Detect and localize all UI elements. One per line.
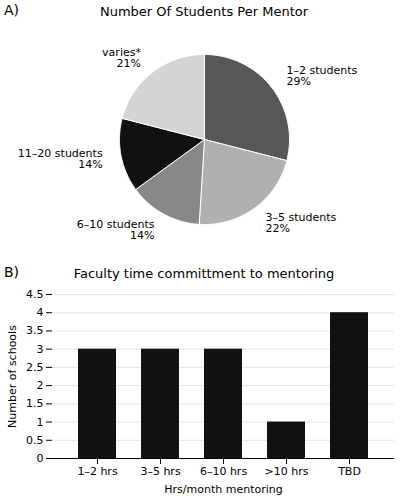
- svg-text:0: 0: [37, 452, 44, 465]
- html-text:A): A): [4, 2, 19, 18]
- svg-text:>10 hrs: >10 hrs: [265, 465, 309, 478]
- svg-text:3: 3: [37, 343, 44, 356]
- html-text:B): B): [4, 264, 20, 280]
- svg-text:6–10 hrs: 6–10 hrs: [200, 465, 247, 478]
- svg-text:3–5 hrs: 3–5 hrs: [140, 465, 180, 478]
- svg-text:varies*21%: varies*21%: [102, 46, 141, 70]
- svg-text:1: 1: [37, 416, 44, 429]
- svg-text:Hrs/month mentoring: Hrs/month mentoring: [164, 483, 282, 496]
- svg-text:4.5: 4.5: [26, 288, 44, 301]
- svg-text:6–10 students14%: 6–10 students14%: [77, 218, 155, 242]
- svg-text:2.5: 2.5: [26, 361, 44, 374]
- svg-text:TBD: TBD: [337, 465, 361, 478]
- html-text:Number Of Students Per Mentor: Number Of Students Per Mentor: [100, 4, 308, 19]
- svg-text:Number of schools: Number of schools: [6, 325, 19, 428]
- svg-text:0.5: 0.5: [26, 434, 44, 447]
- svg-text:1–2 hrs: 1–2 hrs: [77, 465, 117, 478]
- svg-text:11–20 students14%: 11–20 students14%: [18, 147, 103, 171]
- svg-text:3.5: 3.5: [26, 324, 44, 337]
- svg-text:1.5: 1.5: [26, 397, 44, 410]
- svg-text:3–5 students22%: 3–5 students22%: [265, 211, 336, 235]
- html-text:Faculty time committment to me: Faculty time committment to mentoring: [73, 266, 335, 281]
- svg-text:1–2 students29%: 1–2 students29%: [286, 64, 357, 88]
- svg-text:4: 4: [37, 306, 44, 319]
- svg-text:2: 2: [37, 379, 44, 392]
